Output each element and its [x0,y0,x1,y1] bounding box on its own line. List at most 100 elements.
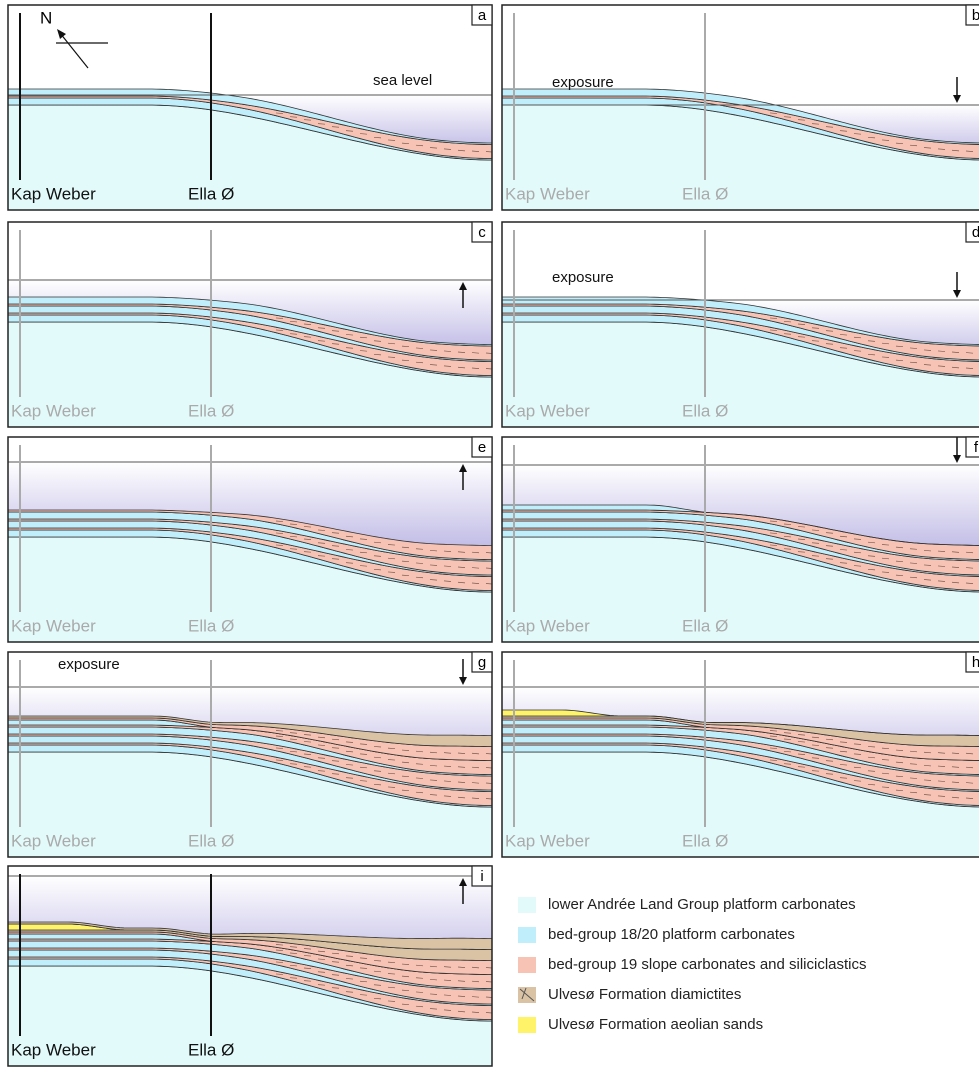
hatch [937,148,946,150]
hatch [825,760,834,762]
hatch [359,551,368,554]
hatch [951,366,960,369]
panel-letter: g [478,654,486,671]
hatch [443,350,452,352]
panel: Kap Weber Ella Ø c [7,221,493,428]
hatch [923,764,932,767]
hatch [387,759,396,761]
hatch [783,535,792,538]
letter-box [471,651,493,673]
hatch [853,565,862,567]
hatch [289,977,298,979]
hatch [429,978,438,981]
arrow-head [459,677,467,685]
hatch [303,538,312,540]
hatch [275,735,284,737]
hatch [457,149,466,152]
hatch [401,775,410,778]
hatch [331,343,340,345]
hatch [797,526,806,528]
hatch [443,565,452,567]
site-label: Kap Weber [505,831,590,850]
site-label: Ella Ø [188,1040,234,1059]
hatch [811,529,820,531]
hatch [923,364,932,366]
hatch [825,343,834,345]
hatch [303,766,312,768]
site-label: Kap Weber [505,401,590,420]
hatch [415,576,424,579]
hatch [429,147,438,149]
hatch [401,345,410,348]
hatch [471,996,480,998]
hatch [359,336,368,339]
hatch [289,535,298,538]
hatch [387,342,396,345]
hatch [373,984,382,986]
panel-content: Kap Weber Ella Ø [502,437,979,642]
hatch [965,150,974,152]
hatch [317,736,326,739]
hatch [881,139,890,141]
hatch [289,952,298,954]
hatch [769,112,778,114]
hatch [769,532,778,534]
hatch [965,551,974,554]
hatch [401,989,410,992]
hatch [415,548,424,550]
hatch [457,752,466,754]
hatch [317,971,326,973]
hatch [867,353,876,356]
hatch [867,568,876,571]
panel-content: Kap Weber Ella Ø [8,230,492,427]
letter-box [965,221,979,243]
annotation: exposure [552,269,614,286]
panel-border [7,865,493,1067]
hatch [839,334,848,336]
hatch [359,957,368,959]
hatch [951,781,960,783]
legend-label: Ulvesø Formation diamictites [548,986,741,1003]
hatch [839,764,848,766]
hatch [443,148,452,150]
hatch [839,130,848,132]
hatch [797,766,806,768]
hatch [783,320,792,323]
hatch [401,975,410,978]
hatch [331,558,340,560]
hatch [317,744,326,746]
hatch [275,973,284,975]
hatch [457,581,466,584]
hatch [331,974,340,976]
hatch [881,786,890,788]
hatch [303,948,312,950]
site-label: Ella Ø [682,401,728,420]
hatch [951,796,960,799]
panel-letter: h [972,654,979,671]
hatch [811,327,820,329]
hatch [937,795,946,797]
panel-letter: a [478,7,487,24]
hatch [783,738,792,740]
hatch [303,967,312,969]
layer [502,504,979,546]
hatch [839,750,848,753]
hatch [359,753,368,755]
hatch [429,764,438,767]
hatch [937,365,946,367]
hatch [401,560,410,563]
arrow-head [953,290,961,298]
hatch [895,789,904,792]
hatch [867,340,876,342]
hatch [275,329,284,331]
hatch [909,361,918,364]
hatch [457,980,466,982]
hatch [769,735,778,737]
panel-content: Kap Weber Ella Ø exposure [502,230,979,427]
hatch [373,340,382,342]
hatch [317,555,326,557]
hatch [769,747,778,749]
hatch [457,995,466,997]
hatch [443,365,452,367]
hatch [415,347,424,349]
